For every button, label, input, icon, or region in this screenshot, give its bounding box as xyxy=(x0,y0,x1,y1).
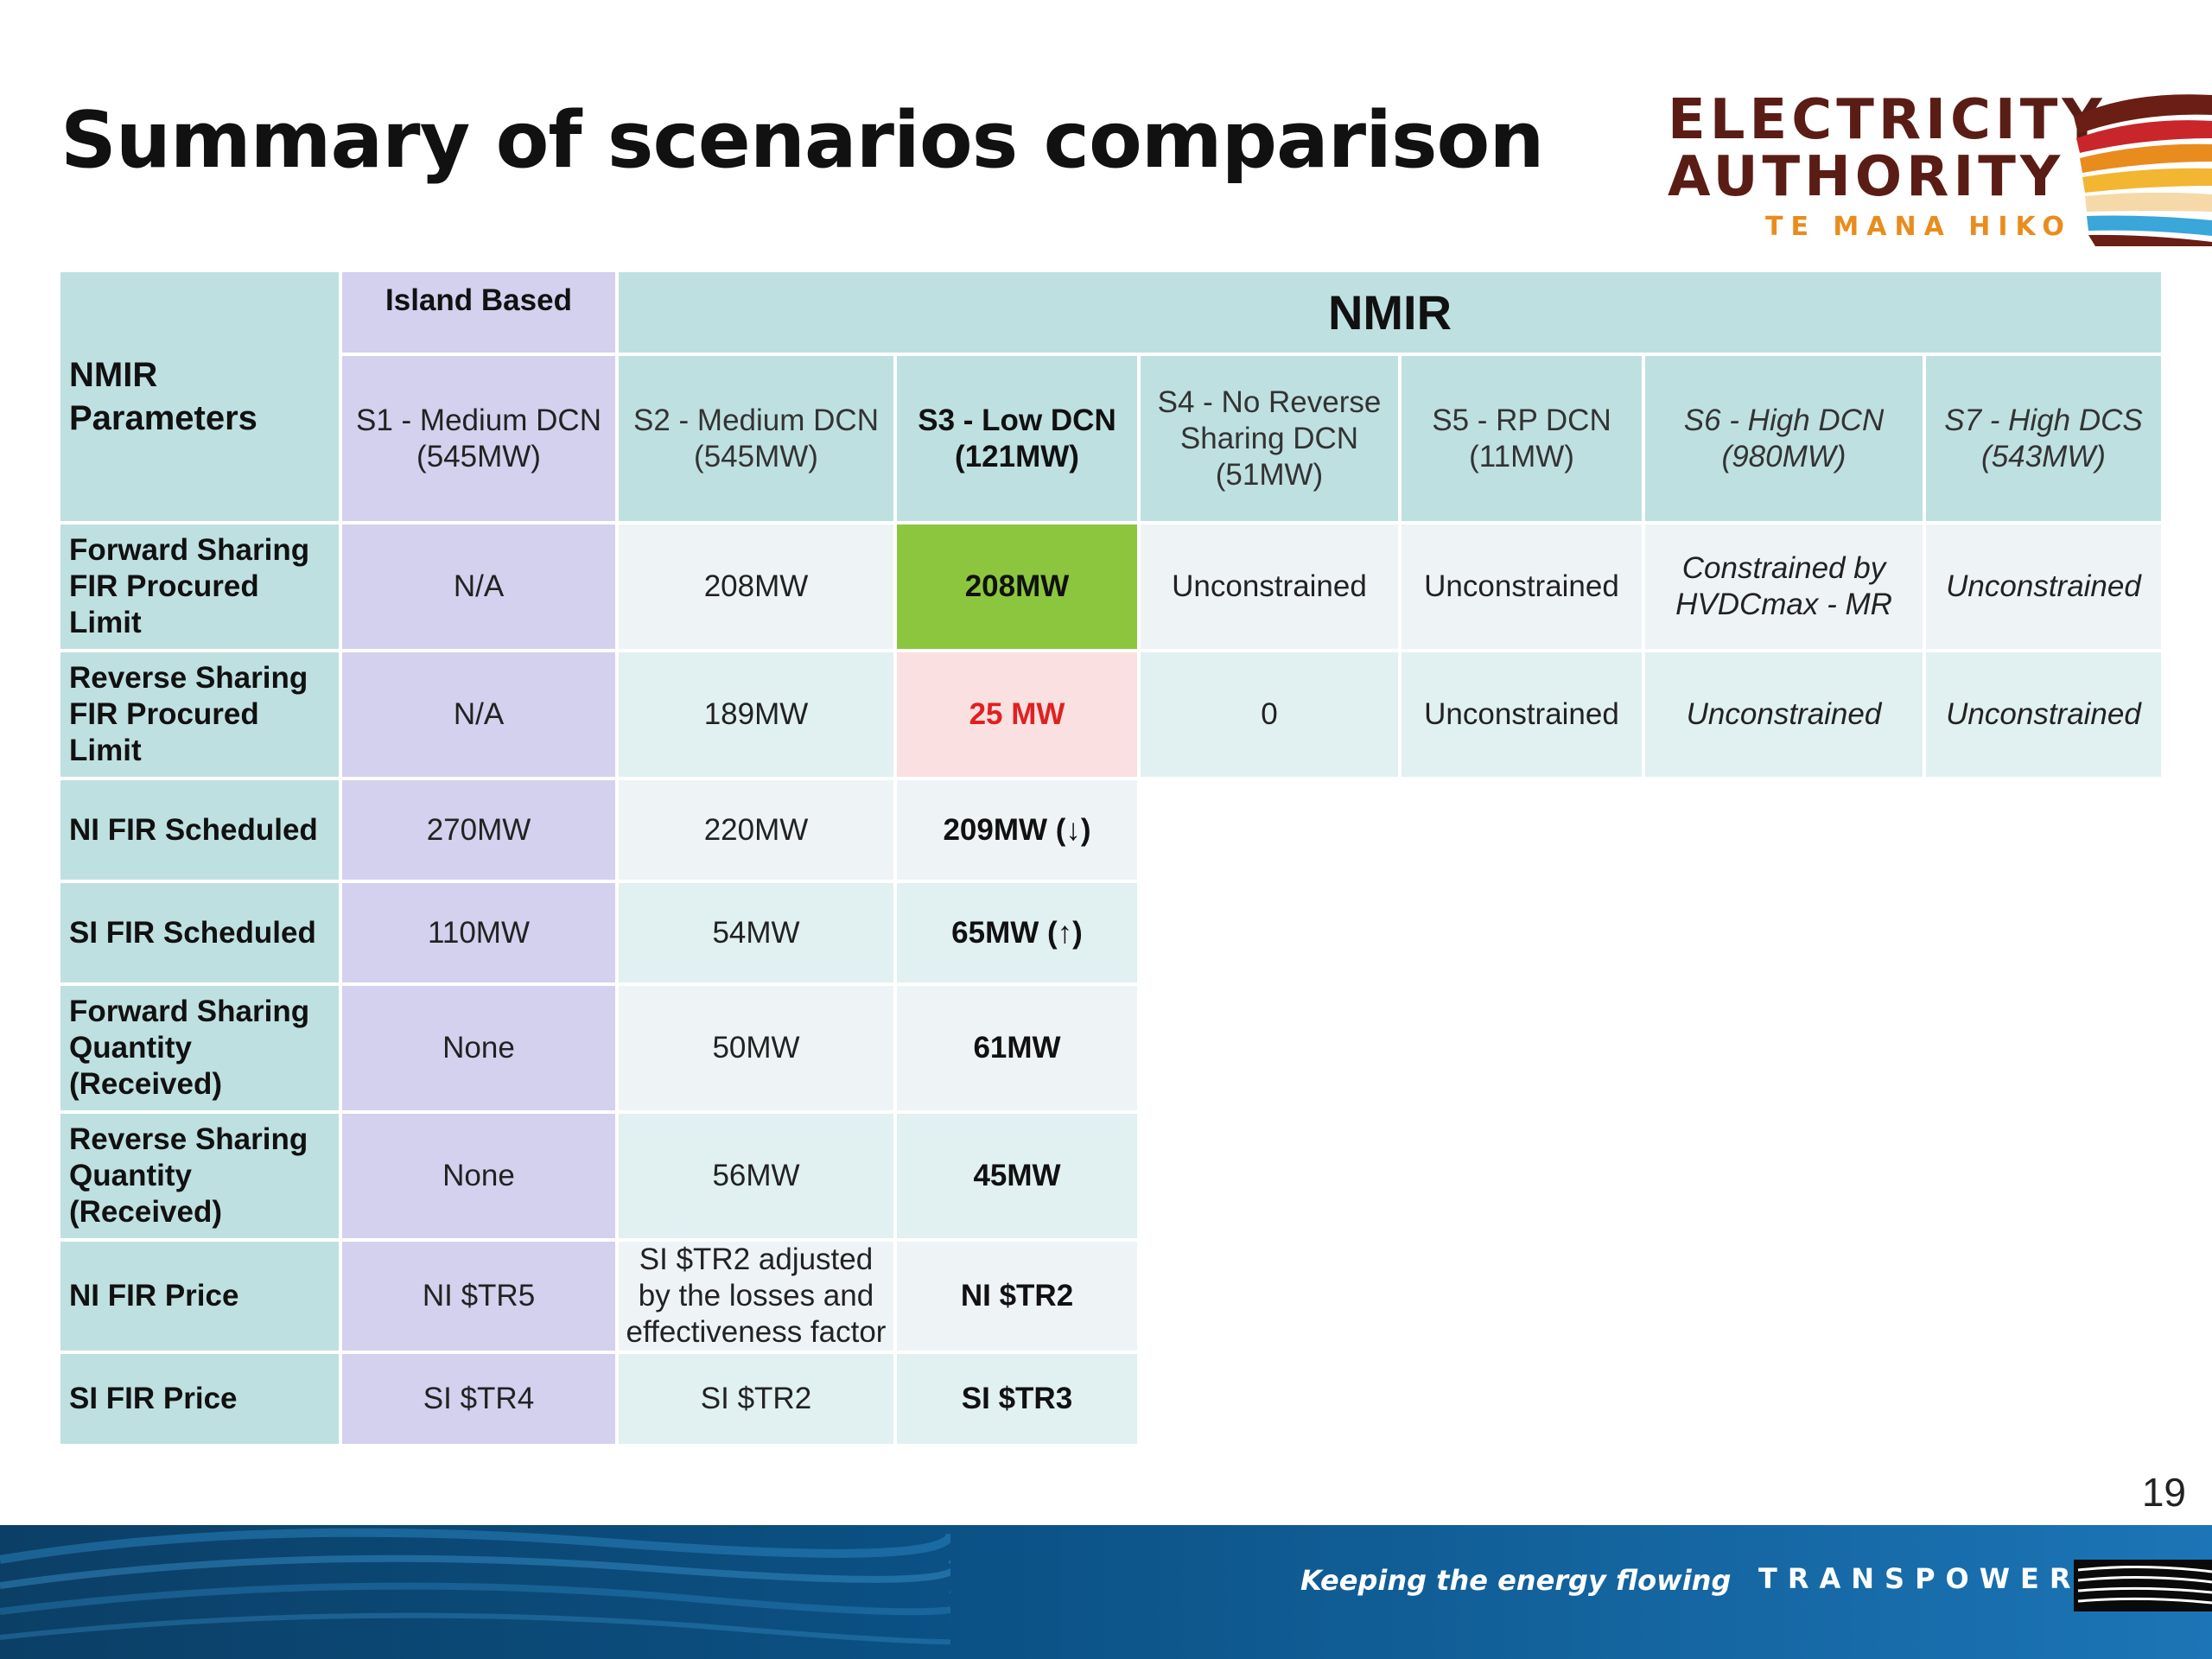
table-row: SI FIR Scheduled 110MW 54MW 65MW (↑) xyxy=(60,883,2164,986)
table-cell: 209MW (↓) xyxy=(897,780,1141,883)
table-cell: Unconstrained xyxy=(1926,524,2164,652)
table-cell: NI $TR2 xyxy=(897,1242,1141,1354)
table-row: NI FIR Price NI $TR5 SI $TR2 adjusted by… xyxy=(60,1242,2164,1354)
row-label: SI FIR Scheduled xyxy=(60,883,342,986)
slide-title: Summary of scenarios comparison xyxy=(60,95,1544,186)
table-cell: SI $TR3 xyxy=(897,1354,1141,1447)
logo-line-2: AUTHORITY xyxy=(1668,145,2065,209)
scenario-header-s2: S2 - Medium DCN (545MW) xyxy=(619,356,897,524)
table-cell: SI $TR4 xyxy=(342,1354,619,1447)
table-cell: 56MW xyxy=(619,1114,897,1242)
table-cell: Unconstrained xyxy=(1141,524,1402,652)
highlighted-cell: 208MW xyxy=(897,524,1141,652)
logo-line-3: TE MANA HIKO xyxy=(1765,212,2072,242)
table-row: Forward Sharing FIR Procured Limit N/A 2… xyxy=(60,524,2164,652)
table-cell: 110MW xyxy=(342,883,619,986)
table-cell: 54MW xyxy=(619,883,897,986)
logo-swoosh-icon xyxy=(2074,94,2212,246)
page-number: 19 xyxy=(2141,1470,2186,1515)
table-cell: N/A xyxy=(342,524,619,652)
table-cell: None xyxy=(342,986,619,1114)
nmir-group-header: NMIR xyxy=(619,272,2164,356)
table-cell: Unconstrained xyxy=(1926,652,2164,780)
footer-tagline: Keeping the energy flowing xyxy=(1300,1564,1732,1597)
table-cell: 189MW xyxy=(619,652,897,780)
table-cell: 208MW xyxy=(619,524,897,652)
table-row: NI FIR Scheduled 270MW 220MW 209MW (↓) xyxy=(60,780,2164,883)
table-row: SI FIR Price SI $TR4 SI $TR2 SI $TR3 xyxy=(60,1354,2164,1447)
island-based-header: Island Based xyxy=(342,272,619,356)
table-cell: Unconstrained xyxy=(1645,652,1926,780)
table-cell: SI $TR2 adjusted by the losses and effec… xyxy=(619,1242,897,1354)
table-cell: Unconstrained xyxy=(1402,524,1645,652)
transpower-mark-icon xyxy=(2074,1560,2212,1611)
nmir-parameters-header: NMIR Parameters xyxy=(60,272,342,524)
footer-bar: Keeping the energy flowing TRANSPOWER xyxy=(0,1525,2212,1659)
table-cell: NI $TR5 xyxy=(342,1242,619,1354)
row-label: Forward Sharing FIR Procured Limit xyxy=(60,524,342,652)
row-label: Forward Sharing Quantity (Received) xyxy=(60,986,342,1114)
scenario-header-s1: S1 - Medium DCN (545MW) xyxy=(342,356,619,524)
row-label: NI FIR Price xyxy=(60,1242,342,1354)
scenarios-table: NMIR Parameters Island Based NMIR S1 - M… xyxy=(60,272,2164,1447)
table-row: Reverse Sharing FIR Procured Limit N/A 1… xyxy=(60,652,2164,780)
table-cell: None xyxy=(342,1114,619,1242)
table-cell: 65MW (↑) xyxy=(897,883,1141,986)
row-label: NI FIR Scheduled xyxy=(60,780,342,883)
row-label: Reverse Sharing FIR Procured Limit xyxy=(60,652,342,780)
scenario-header-s7: S7 - High DCS (543MW) xyxy=(1926,356,2164,524)
table-cell: SI $TR2 xyxy=(619,1354,897,1447)
logo-line-1: ELECTRICITY xyxy=(1668,88,2107,152)
table-cell: Unconstrained xyxy=(1402,652,1645,780)
table-cell: 0 xyxy=(1141,652,1402,780)
alert-cell: 25 MW xyxy=(897,652,1141,780)
table-cell: 220MW xyxy=(619,780,897,883)
table-cell: N/A xyxy=(342,652,619,780)
table-cell: 61MW xyxy=(897,986,1141,1114)
table-row: Reverse Sharing Quantity (Received) None… xyxy=(60,1114,2164,1242)
scenario-header-s4: S4 - No Reverse Sharing DCN (51MW) xyxy=(1141,356,1402,524)
transpower-logo-text: TRANSPOWER xyxy=(1758,1562,2082,1595)
table-cell: 50MW xyxy=(619,986,897,1114)
row-label: Reverse Sharing Quantity (Received) xyxy=(60,1114,342,1242)
table-cell: 45MW xyxy=(897,1114,1141,1242)
table-cell: 270MW xyxy=(342,780,619,883)
scenario-header-s5: S5 - RP DCN (11MW) xyxy=(1402,356,1645,524)
row-label: SI FIR Price xyxy=(60,1354,342,1447)
table-cell: Constrained by HVDCmax - MR xyxy=(1645,524,1926,652)
scenario-header-s6: S6 - High DCN (980MW) xyxy=(1645,356,1926,524)
scenario-header-s3: S3 - Low DCN (121MW) xyxy=(897,356,1141,524)
table-row: Forward Sharing Quantity (Received) None… xyxy=(60,986,2164,1114)
electricity-authority-logo: ELECTRICITY AUTHORITY TE MANA HIKO xyxy=(1668,91,2212,246)
footer-wave-icon xyxy=(0,1528,950,1645)
